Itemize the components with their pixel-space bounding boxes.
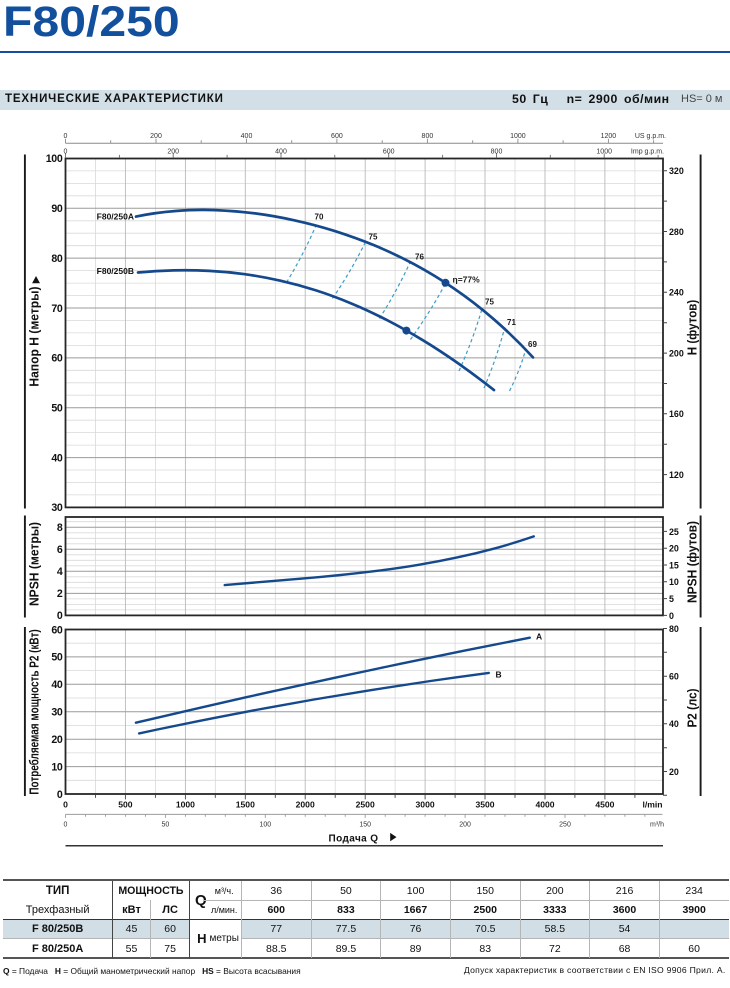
svg-text:Imp g.p.m.: Imp g.p.m. [631, 149, 664, 156]
svg-text:4000: 4000 [535, 800, 554, 810]
svg-text:m³/h: m³/h [650, 822, 664, 829]
svg-text:1000: 1000 [596, 149, 612, 156]
svg-text:75: 75 [485, 298, 494, 307]
svg-text:0: 0 [64, 133, 68, 140]
svg-text:40: 40 [669, 719, 679, 729]
svg-text:40: 40 [51, 452, 63, 464]
svg-text:3500: 3500 [475, 800, 494, 810]
svg-text:50: 50 [162, 822, 170, 829]
svg-text:30: 30 [51, 707, 63, 719]
svg-text:150: 150 [359, 822, 371, 829]
svg-text:90: 90 [51, 203, 63, 215]
svg-text:1200: 1200 [601, 133, 617, 140]
svg-text:25: 25 [669, 527, 679, 537]
svg-text:2: 2 [57, 588, 63, 600]
svg-text:P2 (лс): P2 (лс) [685, 688, 700, 727]
svg-text:80: 80 [51, 253, 63, 265]
svg-text:0: 0 [57, 610, 63, 622]
svg-text:2000: 2000 [296, 800, 315, 810]
svg-text:69: 69 [528, 340, 537, 349]
svg-text:70: 70 [51, 303, 63, 315]
svg-text:200: 200 [459, 822, 471, 829]
svg-text:76: 76 [415, 253, 424, 262]
svg-text:H (футов): H (футов) [685, 300, 700, 355]
svg-text:60: 60 [51, 353, 63, 365]
svg-text:4: 4 [57, 566, 63, 578]
svg-text:600: 600 [383, 149, 395, 156]
svg-text:40: 40 [51, 679, 63, 691]
svg-text:80: 80 [669, 624, 679, 634]
svg-text:160: 160 [669, 409, 684, 419]
svg-text:200: 200 [167, 149, 179, 156]
svg-text:1500: 1500 [236, 800, 255, 810]
svg-text:240: 240 [669, 288, 684, 298]
svg-text:600: 600 [331, 133, 343, 140]
svg-text:8: 8 [57, 522, 63, 534]
svg-text:800: 800 [422, 133, 434, 140]
svg-text:71: 71 [507, 318, 516, 327]
svg-text:250: 250 [559, 822, 571, 829]
svg-text:F80/250A: F80/250A [97, 212, 134, 222]
svg-text:280: 280 [669, 227, 684, 237]
svg-text:0: 0 [63, 800, 68, 810]
svg-text:2500: 2500 [356, 800, 375, 810]
svg-text:F80/250B: F80/250B [97, 266, 134, 276]
svg-text:200: 200 [669, 349, 684, 359]
svg-text:100: 100 [46, 153, 63, 165]
svg-text:4500: 4500 [595, 800, 614, 810]
svg-text:0: 0 [669, 611, 674, 621]
svg-text:50: 50 [51, 652, 63, 664]
svg-text:3000: 3000 [416, 800, 435, 810]
svg-text:60: 60 [51, 624, 63, 636]
svg-text:800: 800 [491, 149, 503, 156]
svg-text:75: 75 [369, 233, 378, 242]
svg-text:5: 5 [669, 594, 674, 604]
svg-text:B: B [496, 670, 502, 680]
svg-text:10: 10 [51, 761, 63, 773]
svg-text:60: 60 [669, 672, 679, 682]
svg-text:η=77%: η=77% [453, 275, 481, 285]
svg-text:50: 50 [51, 403, 63, 415]
svg-text:0: 0 [57, 789, 63, 801]
svg-text:400: 400 [241, 133, 253, 140]
svg-text:120: 120 [669, 470, 684, 480]
svg-text:200: 200 [150, 133, 162, 140]
svg-text:20: 20 [669, 767, 679, 777]
svg-text:20: 20 [669, 544, 679, 554]
svg-text:320: 320 [669, 166, 684, 176]
svg-text:70: 70 [315, 213, 324, 222]
svg-text:6: 6 [57, 544, 63, 556]
svg-text:500: 500 [118, 800, 133, 810]
svg-text:15: 15 [669, 560, 679, 570]
svg-text:US g.p.m.: US g.p.m. [635, 133, 666, 140]
svg-text:Напор H (метры) ▶: Напор H (метры) ▶ [27, 275, 41, 386]
svg-text:0: 0 [64, 822, 68, 829]
svg-text:NPSH (футов): NPSH (футов) [685, 521, 700, 603]
svg-text:1000: 1000 [510, 133, 526, 140]
svg-text:1000: 1000 [176, 800, 195, 810]
svg-text:NPSH (метры): NPSH (метры) [27, 522, 41, 606]
svg-text:100: 100 [259, 822, 271, 829]
svg-text:20: 20 [51, 734, 63, 746]
svg-text:l/min: l/min [642, 800, 662, 810]
svg-text:Потребляемая мощность P2 (кВт): Потребляемая мощность P2 (кВт) [28, 629, 41, 794]
svg-text:400: 400 [275, 149, 287, 156]
svg-text:A: A [536, 632, 542, 642]
svg-text:30: 30 [51, 502, 63, 514]
svg-text:10: 10 [669, 577, 679, 587]
svg-text:Подача Q: Подача Q [329, 834, 379, 845]
svg-text:0: 0 [64, 149, 68, 156]
